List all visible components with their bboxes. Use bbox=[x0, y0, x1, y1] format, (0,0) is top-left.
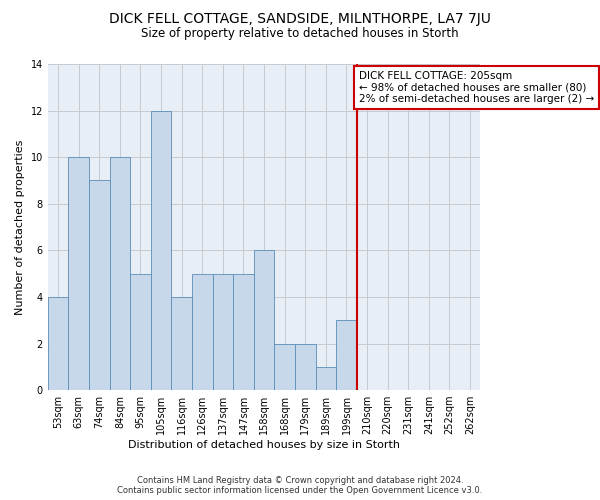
Bar bbox=[48, 297, 68, 390]
Bar bbox=[254, 250, 274, 390]
Text: Size of property relative to detached houses in Storth: Size of property relative to detached ho… bbox=[141, 28, 459, 40]
Bar bbox=[151, 110, 172, 390]
Bar bbox=[316, 367, 336, 390]
X-axis label: Distribution of detached houses by size in Storth: Distribution of detached houses by size … bbox=[128, 440, 400, 450]
Bar bbox=[68, 157, 89, 390]
Bar bbox=[212, 274, 233, 390]
Bar bbox=[110, 157, 130, 390]
Bar bbox=[192, 274, 212, 390]
Text: DICK FELL COTTAGE: 205sqm
← 98% of detached houses are smaller (80)
2% of semi-d: DICK FELL COTTAGE: 205sqm ← 98% of detac… bbox=[359, 71, 594, 104]
Bar bbox=[274, 344, 295, 390]
Bar bbox=[89, 180, 110, 390]
Bar bbox=[295, 344, 316, 390]
Bar bbox=[172, 297, 192, 390]
Y-axis label: Number of detached properties: Number of detached properties bbox=[15, 140, 25, 314]
Text: Contains HM Land Registry data © Crown copyright and database right 2024.
Contai: Contains HM Land Registry data © Crown c… bbox=[118, 476, 482, 495]
Bar bbox=[336, 320, 357, 390]
Bar bbox=[233, 274, 254, 390]
Bar bbox=[130, 274, 151, 390]
Text: DICK FELL COTTAGE, SANDSIDE, MILNTHORPE, LA7 7JU: DICK FELL COTTAGE, SANDSIDE, MILNTHORPE,… bbox=[109, 12, 491, 26]
